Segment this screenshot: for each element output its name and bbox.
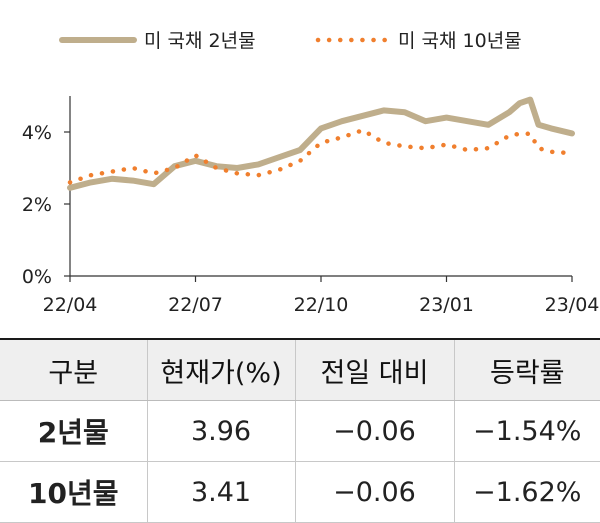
header-change-from-previous: 전일 대비 [294, 338, 454, 401]
header-change-rate: 등락률 [453, 338, 600, 401]
yield-line-chart: 미 국채 2년물 미 국채 10년물 0% 2% 4% 22/04 22/07 22/10 2… [22, 30, 600, 316]
row-label-10y: 10년물 [0, 461, 147, 523]
y-tick-label: 2% [22, 194, 52, 216]
header-category: 구분 [0, 338, 147, 401]
cell-change: −0.06 [294, 400, 454, 462]
y-tick-label: 0% [22, 266, 52, 288]
chart-plot-area [67, 96, 575, 191]
legend-label-10y: 미 국채 10년물 [398, 30, 522, 52]
cell-current-value: 3.41 [146, 461, 295, 523]
x-tick-label: 22/10 [294, 294, 349, 316]
cell-change-rate: −1.54% [453, 400, 600, 462]
x-tick-label: 22/07 [168, 294, 223, 316]
table-row: 10년물 3.41 −0.06 −1.62% [0, 461, 600, 523]
chart-axes: 0% 2% 4% 22/04 22/07 22/10 23/01 23/04 [22, 96, 600, 316]
table-header-row: 구분 현재가(%) 전일 대비 등락률 [0, 338, 600, 401]
table-row: 2년물 3.96 −0.06 −1.54% [0, 400, 600, 462]
cell-change-rate: −1.62% [453, 461, 600, 523]
x-tick-label: 23/01 [419, 294, 474, 316]
series-line-10y [67, 127, 575, 185]
legend-label-2y: 미 국채 2년물 [144, 30, 256, 52]
cell-change: −0.06 [294, 461, 454, 523]
x-tick-label: 22/04 [43, 294, 98, 316]
header-current-value: 현재가(%) [146, 338, 295, 401]
chart-legend: 미 국채 2년물 미 국채 10년물 [59, 30, 522, 52]
row-label-2y: 2년물 [0, 400, 147, 462]
yield-summary-table: 구분 현재가(%) 전일 대비 등락률 2년물 3.96 −0.06 −1.54… [0, 338, 600, 523]
cell-current-value: 3.96 [146, 400, 295, 462]
x-tick-label: 23/04 [545, 294, 600, 316]
series-line-2y [67, 96, 575, 191]
y-tick-label: 4% [22, 122, 52, 144]
